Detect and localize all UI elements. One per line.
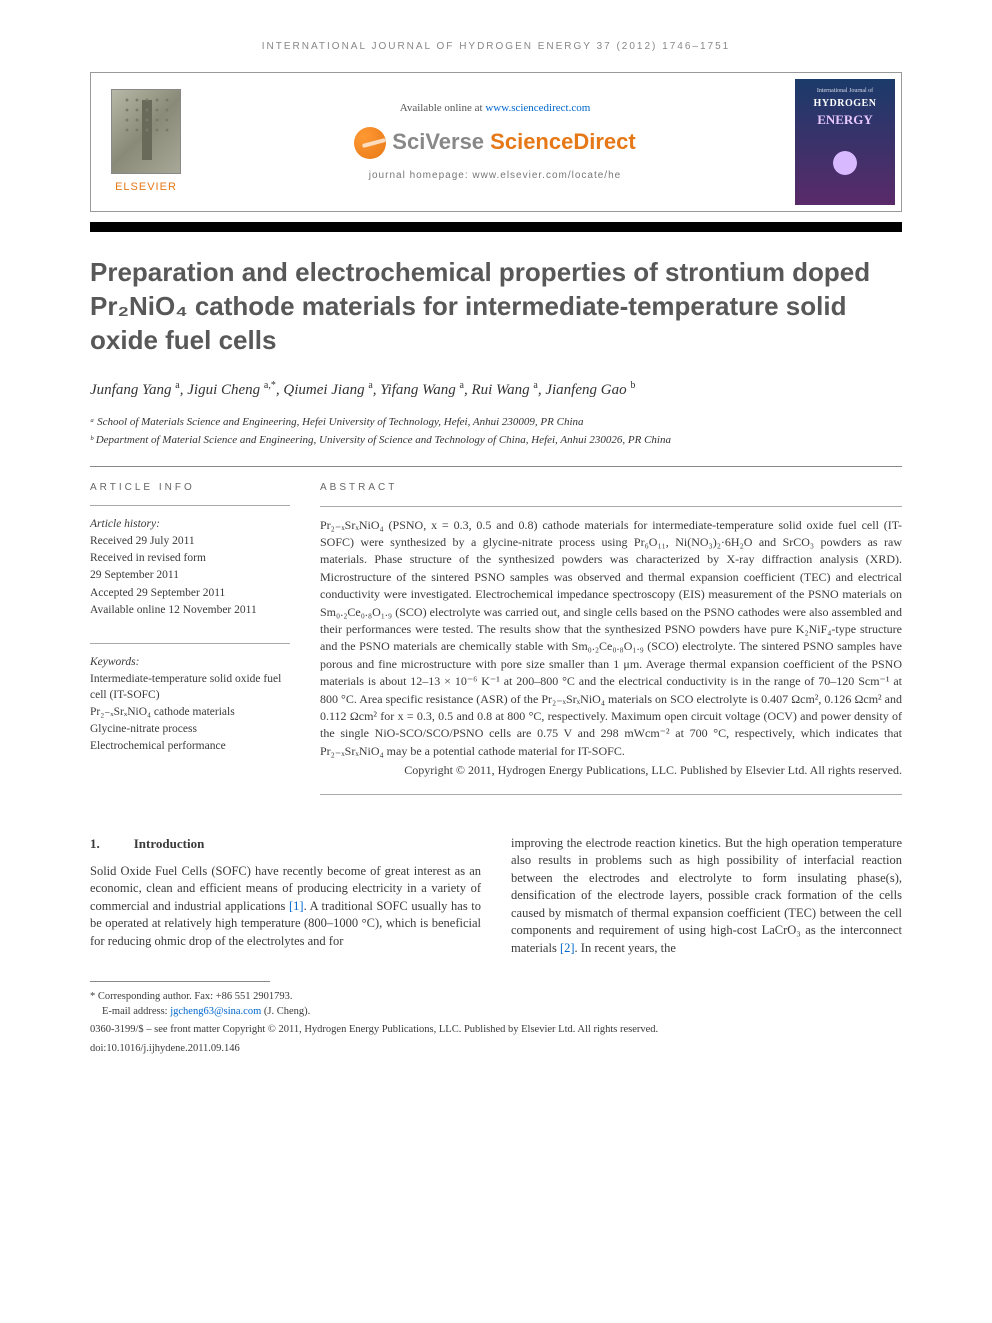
info-divider bbox=[320, 794, 902, 795]
cover-art-icon bbox=[815, 138, 875, 188]
author-list: Junfang Yang a, Jigui Cheng a,*, Qiumei … bbox=[90, 379, 902, 401]
available-prefix: Available online at bbox=[400, 102, 486, 114]
issn-line: 0360-3199/$ – see front matter Copyright… bbox=[90, 1023, 902, 1038]
journal-cover-thumb: International Journal of HYDROGEN ENERGY bbox=[795, 79, 895, 205]
cover-hydrogen: HYDROGEN bbox=[814, 97, 877, 111]
sciverse-orb-icon bbox=[354, 127, 386, 159]
article-info-heading: ARTICLE INFO bbox=[90, 481, 290, 495]
email-attribution: (J. Cheng). bbox=[261, 1006, 310, 1017]
abstract-panel: ABSTRACT Pr₂₋ₓSrₓNiO₄ (PSNO, x = 0.3, 0.… bbox=[320, 481, 902, 804]
corr-label: * Corresponding author. bbox=[90, 991, 192, 1002]
history-line: Available online 12 November 2011 bbox=[90, 602, 290, 618]
info-abstract-row: ARTICLE INFO Article history: Received 2… bbox=[90, 481, 902, 804]
doi-line: doi:10.1016/j.ijhydene.2011.09.146 bbox=[90, 1042, 902, 1057]
history-line: Received 29 July 2011 bbox=[90, 533, 290, 549]
affiliation: ᵇ Department of Material Science and Eng… bbox=[90, 433, 902, 448]
abstract-body: Pr₂₋ₓSrₓNiO₄ (PSNO, x = 0.3, 0.5 and 0.8… bbox=[320, 517, 902, 760]
info-divider bbox=[320, 506, 902, 507]
sciverse-text: SciVerse ScienceDirect bbox=[392, 127, 635, 158]
section-divider bbox=[90, 466, 902, 467]
keyword: Intermediate-temperature solid oxide fue… bbox=[90, 671, 290, 703]
section-number: 1. bbox=[90, 835, 100, 853]
sciencedirect-link[interactable]: www.sciencedirect.com bbox=[485, 102, 590, 114]
history-line: Received in revised form bbox=[90, 550, 290, 566]
body-paragraph: improving the electrode reaction kinetic… bbox=[511, 835, 902, 958]
email-label: E-mail address: bbox=[102, 1006, 170, 1017]
section-title: Introduction bbox=[134, 835, 205, 853]
title-rule bbox=[90, 222, 902, 232]
email-link[interactable]: jgcheng63@sina.com bbox=[170, 1006, 261, 1017]
journal-running-head: INTERNATIONAL JOURNAL OF HYDROGEN ENERGY… bbox=[90, 40, 902, 54]
abstract-copyright: Copyright © 2011, Hydrogen Energy Public… bbox=[320, 762, 902, 779]
keyword: Pr₂₋ₓSrₓNiO₄ cathode materials bbox=[90, 704, 290, 720]
history-line: Accepted 29 September 2011 bbox=[90, 585, 290, 601]
cover-small-text: International Journal of bbox=[817, 87, 873, 95]
article-info-panel: ARTICLE INFO Article history: Received 2… bbox=[90, 481, 290, 804]
keyword: Glycine-nitrate process bbox=[90, 721, 290, 737]
elsevier-label: ELSEVIER bbox=[115, 180, 177, 195]
history-line: 29 September 2011 bbox=[90, 567, 290, 583]
elsevier-tree-icon bbox=[111, 89, 181, 174]
keyword: Electrochemical performance bbox=[90, 738, 290, 754]
history-label: Article history: bbox=[90, 516, 290, 532]
history-lines: Received 29 July 2011Received in revised… bbox=[90, 533, 290, 617]
corr-fax: Fax: +86 551 2901793. bbox=[192, 991, 293, 1002]
sciverse-part-a: SciVerse bbox=[392, 129, 490, 154]
section-heading: 1. Introduction bbox=[90, 835, 481, 853]
header-box: ELSEVIER Available online at www.science… bbox=[90, 72, 902, 212]
keyword-lines: Intermediate-temperature solid oxide fue… bbox=[90, 671, 290, 754]
ref-link[interactable]: [2] bbox=[560, 941, 575, 955]
header-center: Available online at www.sciencedirect.co… bbox=[201, 73, 789, 211]
footnote-rule bbox=[90, 981, 270, 982]
ref-link[interactable]: [1] bbox=[289, 899, 304, 913]
page: INTERNATIONAL JOURNAL OF HYDROGEN ENERGY… bbox=[0, 0, 992, 1097]
affiliation: ᵃ School of Materials Science and Engine… bbox=[90, 415, 902, 430]
corresponding-author: * Corresponding author. Fax: +86 551 290… bbox=[90, 990, 902, 1019]
left-column: 1. Introduction Solid Oxide Fuel Cells (… bbox=[90, 835, 481, 958]
journal-homepage: journal homepage: www.elsevier.com/locat… bbox=[369, 169, 621, 183]
affiliations: ᵃ School of Materials Science and Engine… bbox=[90, 415, 902, 448]
abstract-heading: ABSTRACT bbox=[320, 481, 902, 496]
right-column: improving the electrode reaction kinetic… bbox=[511, 835, 902, 958]
info-divider bbox=[90, 505, 290, 506]
sciencedirect-part-b: ScienceDirect bbox=[490, 129, 636, 154]
body-columns: 1. Introduction Solid Oxide Fuel Cells (… bbox=[90, 835, 902, 958]
info-divider bbox=[90, 643, 290, 644]
body-paragraph: Solid Oxide Fuel Cells (SOFC) have recen… bbox=[90, 863, 481, 951]
elsevier-logo: ELSEVIER bbox=[91, 73, 201, 211]
sciverse-logo: SciVerse ScienceDirect bbox=[354, 127, 635, 159]
article-title: Preparation and electrochemical properti… bbox=[90, 256, 902, 357]
available-online-text: Available online at www.sciencedirect.co… bbox=[400, 101, 591, 116]
keywords-label: Keywords: bbox=[90, 654, 290, 670]
cover-energy: ENERGY bbox=[817, 111, 873, 129]
